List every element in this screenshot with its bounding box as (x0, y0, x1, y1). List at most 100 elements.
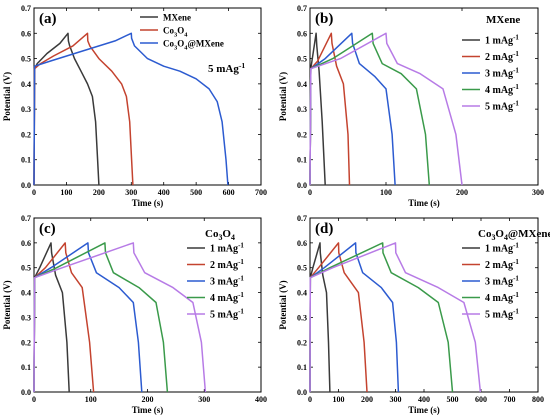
legend-label-part: Co (163, 39, 174, 49)
x-tick-label: 700 (255, 188, 267, 197)
legend-label: 1 mAg-1 (485, 242, 519, 255)
series-line-3-mag-1 (309, 32, 396, 186)
panel-title-sub: 4 (231, 233, 235, 242)
x-tick-label: 0 (308, 188, 312, 197)
y-tick-label: 0.4 (297, 80, 307, 89)
series-line-4-mag-1 (309, 242, 454, 393)
x-axis-title: Time (s) (408, 405, 440, 415)
legend-label: 4 mAg-1 (485, 83, 519, 96)
y-tick-label: 0.3 (297, 105, 307, 114)
y-tick-label: 0.6 (297, 29, 307, 38)
legend-label-part: MXene (163, 13, 191, 23)
series-line-co3o4-mxene (33, 32, 229, 186)
legend-label-sup: -1 (513, 83, 519, 91)
y-tick-label: 0.5 (21, 55, 31, 64)
y-tick-label: 0.0 (297, 388, 307, 397)
panel-c: 0 100 200 300 400 0.0 0.1 0.2 0.3 0.4 0.5 0.6 0.7 Tim… (2, 214, 267, 415)
panel-title-part: Co (205, 228, 219, 240)
y-tick-label: 0.5 (297, 264, 307, 273)
legend-label-main: 4 mAg (485, 85, 513, 96)
x-tick-label: 100 (380, 188, 392, 197)
series-line-co3o4 (33, 32, 134, 186)
y-tick-label: 0.5 (297, 55, 307, 64)
y-tick-label: 0.1 (297, 363, 307, 372)
legend-label-sup: -1 (513, 308, 519, 316)
legend-label-sup: -1 (513, 100, 519, 108)
y-tick-label: 0.4 (21, 289, 31, 298)
x-tick-label: 400 (418, 395, 430, 404)
legend-label: 5 mAg-1 (485, 100, 519, 113)
legend-label-sup: -1 (238, 291, 244, 299)
legend-label-main: 3 mAg (485, 277, 513, 288)
y-tick-label: 0.7 (297, 4, 307, 13)
x-tick-label: 300 (125, 188, 137, 197)
legend-label-sub: 4 (184, 45, 188, 52)
legend: 1 mAg-12 mAg-13 mAg-14 mAg-15 mAg-1 (462, 242, 519, 321)
y-tick-label: 0.2 (297, 130, 307, 139)
series-line-4-mag-1 (309, 32, 431, 186)
x-tick-label: 700 (504, 395, 516, 404)
y-axis-title: Potential (V) (2, 280, 12, 329)
series-group (33, 32, 229, 186)
y-tick-label: 0.0 (297, 181, 307, 190)
legend-label-main: 2 mAg (485, 260, 513, 271)
legend-label-main: 1 mAg (485, 36, 513, 47)
legend-label: 5 mAg-1 (485, 308, 519, 321)
legend-label: 3 mAg-1 (485, 275, 519, 288)
legend-label-part: O (177, 26, 184, 36)
legend-label: 1 mAg-1 (485, 34, 519, 47)
x-tick-label: 0 (32, 395, 36, 404)
panel-label: (b) (315, 11, 333, 27)
legend-label-main: 5 mAg (485, 310, 513, 321)
legend-label: 1 mAg-1 (210, 242, 244, 255)
panel-d: 0 100 200 300 400 500 600 700 800 0.0 0.1 0.2 0.3 0.4… (278, 214, 550, 415)
y-tick-label: 0.6 (21, 239, 31, 248)
legend-label-main: 3 mAg (485, 69, 513, 80)
x-axis-title: Time (s) (132, 405, 164, 415)
panel-title-sub: 4 (504, 233, 508, 242)
y-tick-label: 0.3 (21, 105, 31, 114)
x-tick-label: 100 (333, 395, 345, 404)
legend-label-main: 2 mAg (485, 52, 513, 63)
series-line-2-mag-1 (309, 32, 351, 186)
panel-title: MXene (486, 14, 520, 26)
legend-label-sup: -1 (238, 308, 244, 316)
x-tick-label: 0 (32, 188, 36, 197)
series-line-4-mag-1 (33, 242, 169, 393)
panel-title-part: MXene (486, 14, 520, 26)
legend-label: Co3​O4​@MXene (163, 39, 224, 52)
x-tick-label: 200 (456, 188, 468, 197)
legend-label-sub: 3 (174, 32, 178, 39)
y-axis-title: Potential (V) (2, 72, 12, 121)
x-tick-label: 0 (308, 395, 312, 404)
x-tick-label: 300 (532, 188, 544, 197)
legend-label-sup: -1 (513, 50, 519, 58)
legend-label: 2 mAg-1 (485, 258, 519, 271)
legend-label-main: 4 mAg (210, 293, 238, 304)
y-tick-label: 0.7 (21, 214, 31, 223)
series-group (309, 242, 482, 393)
legend: 1 mAg-12 mAg-13 mAg-14 mAg-15 mAg-1 (187, 242, 244, 321)
legend-label-sup: -1 (513, 67, 519, 75)
x-tick-label: 600 (475, 395, 487, 404)
legend: MXene Co3​O4​Co3​O4​@MXene (140, 13, 224, 52)
legend-label-main: 4 mAg (485, 293, 513, 304)
panel-title-part: O (495, 228, 504, 240)
panel-title-part: @MXene (508, 228, 550, 240)
x-tick-label: 200 (93, 188, 105, 197)
legend-label: 5 mAg-1 (210, 308, 244, 321)
x-tick-label: 300 (198, 395, 210, 404)
legend-label-main: 3 mAg (210, 277, 238, 288)
series-line-3-mag-1 (33, 242, 143, 393)
y-axis-title: Potential (V) (278, 280, 288, 329)
legend-label-sup: -1 (238, 275, 244, 283)
series-line-5-mag-1 (33, 242, 207, 393)
series-group (33, 242, 207, 393)
legend-label: 4 mAg-1 (210, 291, 244, 304)
panel-title: Co3​O4​@MXene (478, 228, 550, 242)
legend-label-part: O (177, 39, 184, 49)
legend-label-sup: -1 (238, 258, 244, 266)
x-tick-label: 500 (447, 395, 459, 404)
legend-label: 4 mAg-1 (485, 291, 519, 304)
